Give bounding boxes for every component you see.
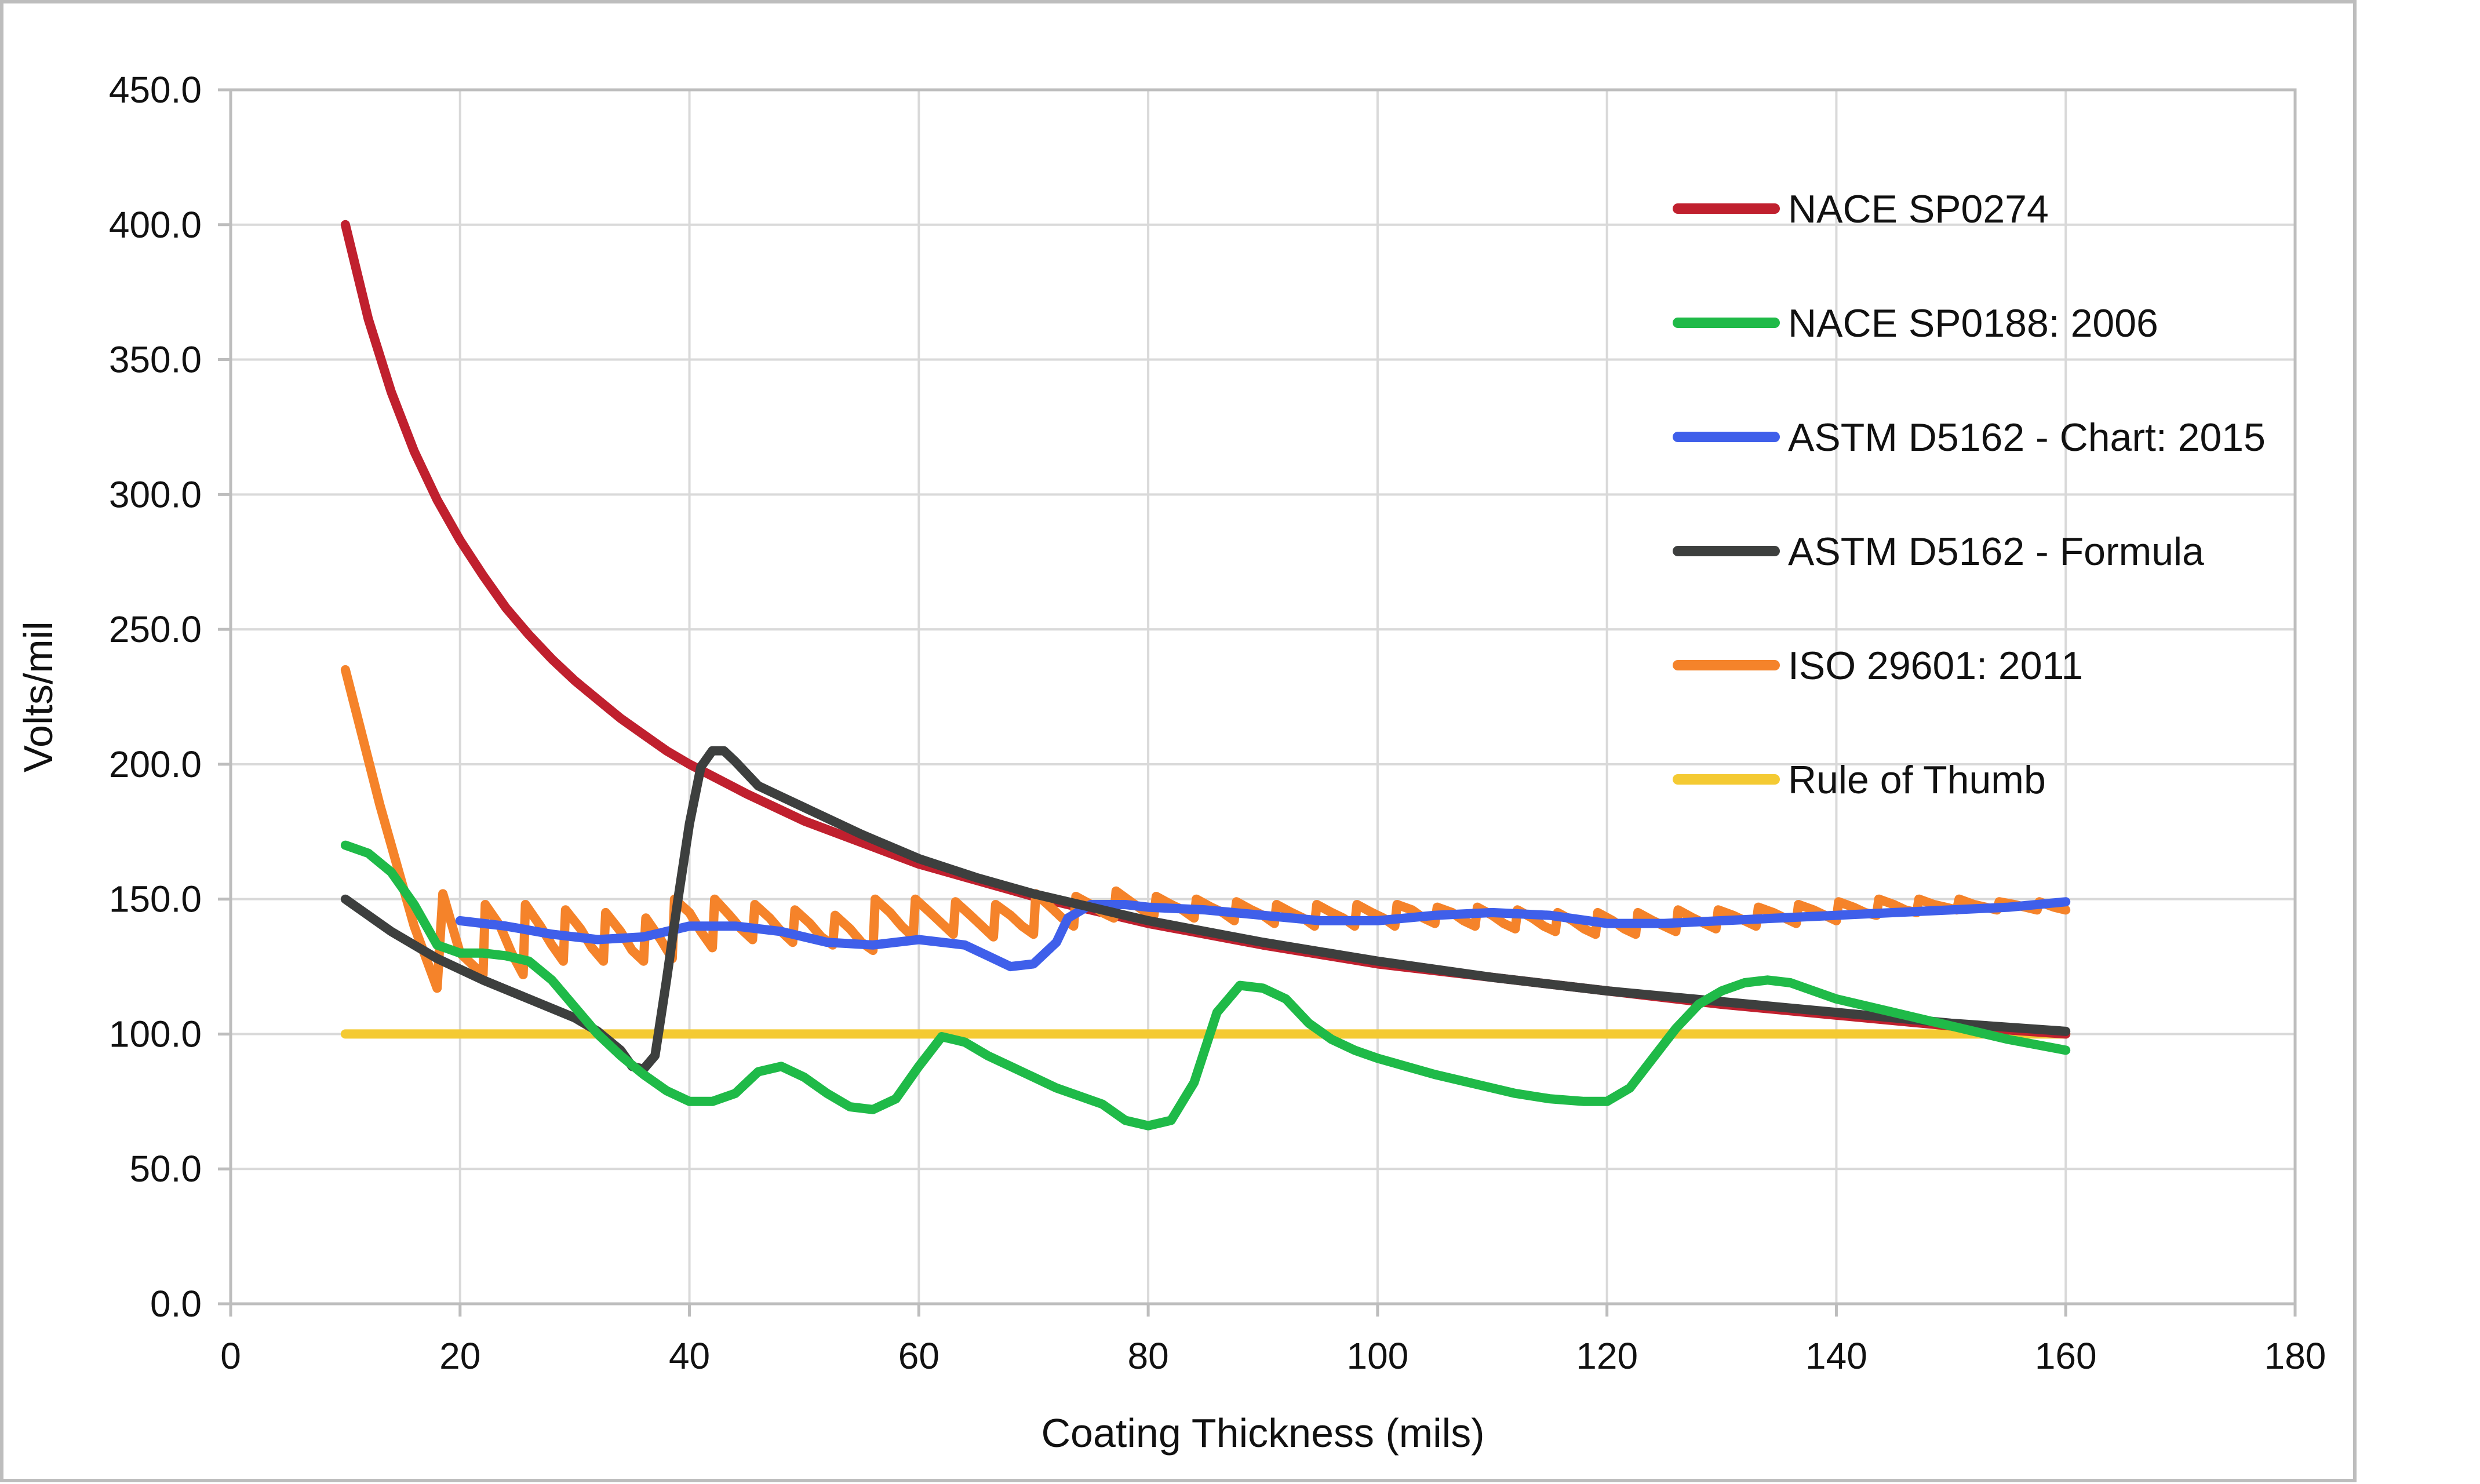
x-axis-title: Coating Thickness (mils) [1041, 1410, 1484, 1456]
series-line-nace-sp0188-2006 [340, 840, 2071, 1131]
series-lines [340, 220, 2071, 1131]
x-tick-label: 20 [439, 1335, 480, 1377]
y-tick-label: 200.0 [109, 743, 202, 785]
x-tick-label: 40 [669, 1335, 710, 1377]
y-tick-label: 400.0 [109, 204, 202, 246]
y-tick-label: 250.0 [109, 608, 202, 650]
x-tick-label: 160 [2035, 1335, 2097, 1377]
x-tick-label: 80 [1128, 1335, 1169, 1377]
x-tick-label: 180 [2264, 1335, 2326, 1377]
legend-label-rule-of-thumb: Rule of Thumb [1788, 758, 2046, 802]
x-tick-label: 100 [1346, 1335, 1408, 1377]
chart-frame [0, 0, 2357, 1482]
series-line-astm-d5162-chart-2015 [455, 897, 2071, 972]
legend-label-nace-sp0188-2006: NACE SP0188: 2006 [1788, 301, 2158, 345]
y-tick-label: 150.0 [109, 878, 202, 920]
legend-label-astm-d5162-chart-2015: ASTM D5162 - Chart: 2015 [1788, 415, 2266, 460]
y-tick-label: 0.0 [150, 1283, 202, 1325]
y-tick-label: 450.0 [109, 69, 202, 111]
x-axis-ticks: 0 20 40 60 80 100 120 140 160 180 [220, 1304, 2326, 1377]
y-tick-label: 300.0 [109, 473, 202, 515]
y-axis-ticks: 0.0 50.0 100.0 150.0 200.0 250.0 300.0 350.0 400… [109, 69, 231, 1325]
legend-label-nace-sp0274: NACE SP0274 [1788, 187, 2049, 231]
y-tick-label: 50.0 [129, 1148, 202, 1190]
x-tick-label: 0 [220, 1335, 241, 1377]
plot-area-border [229, 88, 2297, 1306]
legend: NACE SP0274 NACE SP0188: 2006 ASTM D5162 -… [1673, 187, 2266, 802]
legend-label-iso-29601-2011: ISO 29601: 2011 [1788, 644, 2083, 688]
x-tick-label: 60 [898, 1335, 939, 1377]
y-axis-title: Volts/mil [16, 621, 61, 772]
legend-label-astm-d5162-formula: ASTM D5162 - Formula [1788, 530, 2204, 574]
x-tick-label: 140 [1805, 1335, 1867, 1377]
y-tick-label: 100.0 [109, 1013, 202, 1055]
x-tick-label: 120 [1576, 1335, 1638, 1377]
y-tick-label: 350.0 [109, 339, 202, 381]
